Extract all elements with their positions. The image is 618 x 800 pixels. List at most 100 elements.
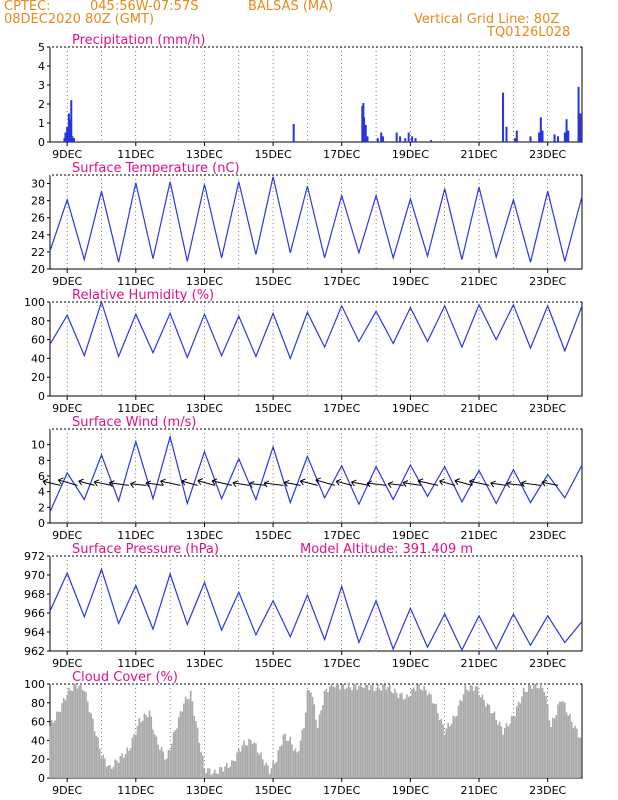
y-tick-label: 6 bbox=[38, 470, 45, 483]
x-tick-label: 13DEC bbox=[186, 657, 223, 670]
y-tick-label: 22 bbox=[31, 246, 45, 259]
x-tick-label: 11DEC bbox=[117, 529, 154, 542]
y-tick-label: 40 bbox=[31, 352, 45, 365]
x-tick-label: 13DEC bbox=[186, 275, 223, 288]
y-tick-label: 30 bbox=[31, 178, 45, 191]
panel-title: Surface Wind (m/s) bbox=[72, 415, 196, 430]
x-tick-label: 23DEC bbox=[529, 275, 566, 288]
wind-arrow bbox=[506, 483, 524, 486]
precip-bar bbox=[73, 138, 76, 142]
panel-title: Precipitation (mm/h) bbox=[72, 33, 205, 48]
wind-arrowhead bbox=[232, 480, 239, 488]
wind-arrow bbox=[94, 481, 112, 486]
precip-bar bbox=[553, 134, 556, 142]
wind-arrowhead bbox=[130, 481, 136, 489]
x-tick-label: 11DEC bbox=[117, 275, 154, 288]
wind-arrowhead bbox=[181, 478, 187, 486]
x-tick-label: 9DEC bbox=[52, 402, 82, 415]
series-line bbox=[49, 567, 583, 652]
precip-bar bbox=[514, 138, 517, 142]
source-label: CPTEC: bbox=[4, 0, 51, 14]
wind-arrow bbox=[58, 479, 78, 486]
model-label: TQ0126L028 bbox=[487, 25, 571, 40]
x-tick-label: 19DEC bbox=[392, 275, 429, 288]
x-tick-label: 17DEC bbox=[323, 784, 360, 797]
precip-bar bbox=[556, 136, 559, 142]
wind-arrow bbox=[160, 480, 181, 486]
y-tick-label: 40 bbox=[31, 734, 45, 747]
x-tick-label: 9DEC bbox=[52, 529, 82, 542]
precip-bar bbox=[381, 136, 384, 142]
x-tick-label: 23DEC bbox=[529, 148, 566, 161]
precip-bar bbox=[364, 124, 367, 142]
wind-arrow bbox=[402, 482, 421, 486]
x-tick-label: 21DEC bbox=[460, 402, 497, 415]
y-tick-label: 28 bbox=[31, 195, 45, 208]
wind-arrow bbox=[336, 480, 353, 486]
wind-arrow bbox=[454, 480, 473, 486]
y-tick-label: 962 bbox=[24, 645, 45, 658]
wind-arrowhead bbox=[263, 480, 270, 488]
wind-arrowhead bbox=[454, 478, 461, 485]
y-tick-label: 100 bbox=[24, 678, 45, 691]
wind-arrowhead bbox=[351, 479, 357, 487]
wind-arrowhead bbox=[402, 480, 409, 487]
y-tick-label: 2 bbox=[38, 98, 45, 111]
x-tick-label: 21DEC bbox=[460, 148, 497, 161]
x-tick-label: 23DEC bbox=[529, 402, 566, 415]
x-tick-label: 13DEC bbox=[186, 402, 223, 415]
precip-bar bbox=[541, 130, 544, 142]
precip-bar bbox=[411, 136, 414, 142]
precip-bar bbox=[538, 132, 541, 142]
panel-title: Surface Pressure (hPa) bbox=[72, 542, 219, 557]
y-tick-label: 0 bbox=[38, 136, 45, 149]
panel-subtitle: Model Altitude: 391.409 m bbox=[300, 542, 473, 557]
wind-arrow bbox=[541, 481, 559, 486]
y-tick-label: 26 bbox=[31, 212, 45, 225]
wind-arrowhead bbox=[93, 479, 100, 487]
wind-arrowhead bbox=[42, 478, 49, 486]
wind-arrowhead bbox=[366, 480, 373, 488]
precip-bar bbox=[414, 138, 417, 142]
precip-bar bbox=[395, 132, 398, 142]
precip-bar bbox=[363, 117, 366, 142]
precip-bar bbox=[515, 130, 518, 142]
precip-bar bbox=[71, 136, 74, 142]
x-tick-label: 19DEC bbox=[392, 402, 429, 415]
wind-arrowhead bbox=[109, 480, 115, 488]
precip-bar bbox=[565, 119, 568, 142]
precip-bar bbox=[529, 136, 532, 142]
wind-arrow bbox=[439, 480, 456, 486]
y-tick-label: 0 bbox=[38, 390, 45, 403]
y-tick-label: 1 bbox=[38, 117, 45, 130]
x-tick-label: 19DEC bbox=[392, 657, 429, 670]
y-tick-label: 972 bbox=[24, 550, 45, 563]
wind-arrowhead bbox=[197, 478, 203, 485]
wind-arrowhead bbox=[283, 479, 290, 487]
wind-arrowhead bbox=[439, 478, 445, 486]
precip-bar bbox=[361, 105, 364, 142]
wind-arrow bbox=[78, 480, 95, 486]
x-tick-label: 15DEC bbox=[255, 529, 292, 542]
y-tick-label: 3 bbox=[38, 79, 45, 92]
panel-title: Relative Humidity (%) bbox=[72, 288, 214, 303]
panel-title: Cloud Cover (%) bbox=[72, 670, 178, 685]
coordinates-label: 045:56W-07:57S bbox=[90, 0, 199, 14]
x-tick-label: 13DEC bbox=[186, 784, 223, 797]
panel-1 bbox=[47, 174, 583, 273]
y-tick-label: 20 bbox=[31, 371, 45, 384]
wind-arrowhead bbox=[490, 480, 496, 488]
x-tick-label: 23DEC bbox=[529, 657, 566, 670]
wind-arrow bbox=[521, 482, 541, 486]
wind-arrowhead bbox=[160, 478, 166, 486]
x-tick-label: 17DEC bbox=[323, 529, 360, 542]
wind-arrow bbox=[300, 480, 318, 486]
precip-bar bbox=[63, 138, 66, 142]
wind-arrowhead bbox=[211, 478, 218, 486]
wind-arrow bbox=[490, 482, 507, 486]
wind-arrowhead bbox=[506, 481, 512, 488]
precip-bar bbox=[502, 92, 505, 142]
x-tick-label: 19DEC bbox=[392, 784, 429, 797]
y-tick-label: 80 bbox=[31, 315, 45, 328]
x-tick-label: 23DEC bbox=[529, 784, 566, 797]
